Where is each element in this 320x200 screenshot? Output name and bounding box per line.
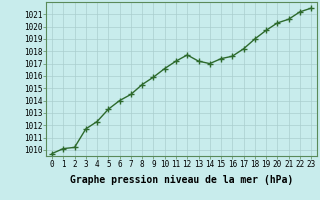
X-axis label: Graphe pression niveau de la mer (hPa): Graphe pression niveau de la mer (hPa) [70, 175, 293, 185]
